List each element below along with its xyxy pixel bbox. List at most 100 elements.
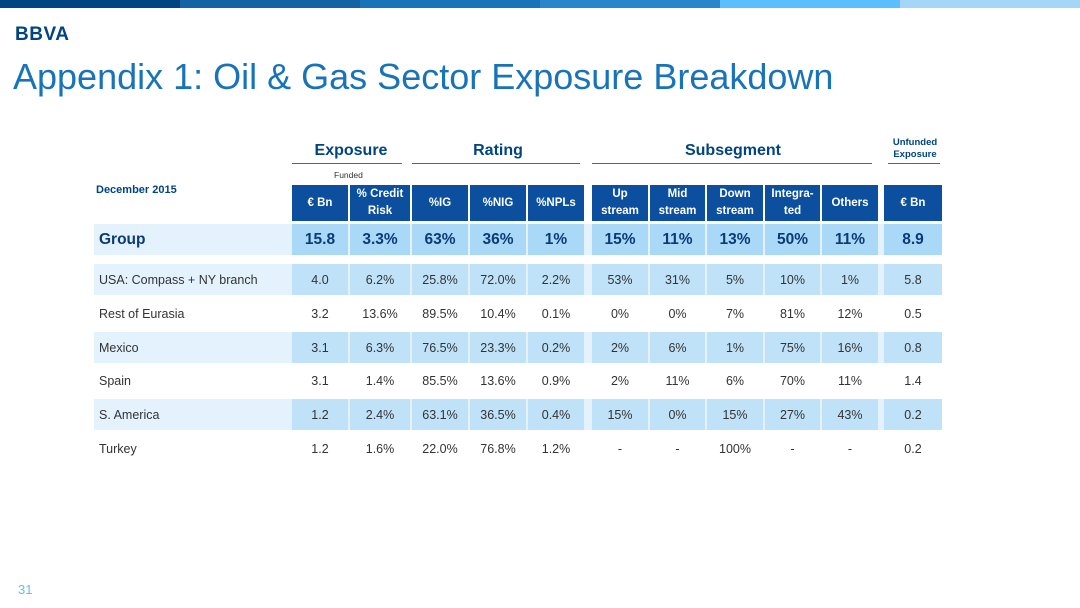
table-cell: 27% xyxy=(765,399,820,430)
table-cell: 1.2 xyxy=(292,399,348,430)
bbva-logo: BBVA xyxy=(15,24,70,45)
table-cell: 1.2 xyxy=(311,441,329,456)
table-cell: 6% xyxy=(725,373,745,388)
column-header-line1: Up xyxy=(612,188,628,200)
table-cell: 89.5% xyxy=(422,306,458,321)
table-cell: 1.2% xyxy=(541,441,571,456)
table-cell: 10.4% xyxy=(480,306,516,321)
table-cell: - xyxy=(675,441,680,456)
column-header-line2: ted xyxy=(783,205,802,217)
funded-label: Funded xyxy=(334,170,363,180)
table-cell: 0.5 xyxy=(904,306,922,321)
table-cell: 0% xyxy=(610,306,630,321)
table-cell: 76.8% xyxy=(480,441,516,456)
unfunded-rule xyxy=(888,163,940,164)
column-header: € Bn xyxy=(884,185,942,221)
column-header-line1: % Credit xyxy=(356,188,404,200)
top-bar-segment xyxy=(540,0,720,8)
table-cell: 3.2 xyxy=(311,306,329,321)
row-label: S. America xyxy=(99,407,160,422)
column-header-line1: %IG xyxy=(428,196,452,209)
table-cell: 0.4% xyxy=(528,399,584,430)
row-label: Mexico xyxy=(99,340,139,355)
table-cell: 4.0 xyxy=(292,264,348,295)
table-cell: 72.0% xyxy=(470,264,526,295)
table-cell: 16% xyxy=(822,332,878,363)
row-label: Rest of Eurasia xyxy=(99,306,185,321)
table-cell: 2% xyxy=(592,332,648,363)
table-cell: 0% xyxy=(650,399,705,430)
table-cell: 11% xyxy=(837,373,863,388)
table-cell: 36% xyxy=(470,224,526,255)
table-cell: 12% xyxy=(837,306,863,321)
table-cell: 7% xyxy=(725,306,745,321)
table-cell: 3.1 xyxy=(292,332,348,363)
table-cell: 5% xyxy=(707,264,763,295)
table-cell: - xyxy=(790,441,795,456)
table-cell: 2.4% xyxy=(350,399,410,430)
table-cell: 2% xyxy=(610,373,630,388)
group-header-exposure: Exposure xyxy=(314,142,388,159)
table-cell: 11% xyxy=(650,224,705,255)
table-cell: 5.8 xyxy=(884,264,942,295)
table-cell: 0.2% xyxy=(528,332,584,363)
table-cell: 53% xyxy=(592,264,648,295)
table-cell: 0% xyxy=(668,306,687,321)
column-header-line2: stream xyxy=(601,205,639,217)
column-header-line1: %NIG xyxy=(482,196,514,209)
table-cell: 11% xyxy=(665,373,690,388)
table-cell: 0.2 xyxy=(904,441,922,456)
table-cell: 0.9% xyxy=(541,373,571,388)
subsegment-rule xyxy=(592,163,872,164)
table-cell: 36.5% xyxy=(470,399,526,430)
table-cell: 1.4% xyxy=(365,373,395,388)
column-header: € Bn xyxy=(292,185,348,221)
table-cell: 13% xyxy=(707,224,763,255)
column-header: %IG xyxy=(412,185,468,221)
table-cell: 3.3% xyxy=(350,224,410,255)
column-header-line1: € Bn xyxy=(900,196,926,209)
table-cell: 1% xyxy=(707,332,763,363)
table-cell: 23.3% xyxy=(470,332,526,363)
row-label: Group xyxy=(99,230,146,248)
column-header-line1: Others xyxy=(831,196,869,209)
table-cell: 76.5% xyxy=(412,332,468,363)
table-cell: 100% xyxy=(719,441,751,456)
table-cell: 63% xyxy=(412,224,468,255)
date-label: December 2015 xyxy=(96,184,177,196)
top-bar-segment xyxy=(360,0,540,8)
column-header: Others xyxy=(822,185,878,221)
exposure-rule xyxy=(292,163,402,164)
table-cell: 6% xyxy=(650,332,705,363)
table-cell: - xyxy=(847,441,853,456)
table-cell: 85.5% xyxy=(422,373,458,388)
table-cell: 8.9 xyxy=(884,224,942,255)
table-cell: 15% xyxy=(592,399,648,430)
table-cell: 1% xyxy=(528,224,584,255)
column-header-line2: stream xyxy=(716,205,754,217)
table-cell: 1.4 xyxy=(904,373,922,388)
table-cell: 13.6% xyxy=(480,373,516,388)
column-header-line1: Integra- xyxy=(771,188,814,200)
column-header: Up stream xyxy=(592,185,648,221)
table-cell: 13.6% xyxy=(362,306,398,321)
table-cell: 1.6% xyxy=(365,441,395,456)
top-bar-segment xyxy=(0,0,180,8)
row-label: Turkey xyxy=(99,441,137,456)
table-cell: 1% xyxy=(822,264,878,295)
row-label: Spain xyxy=(99,373,131,388)
column-header-line1: € Bn xyxy=(307,196,333,209)
top-color-bar xyxy=(0,0,1080,8)
top-bar-segment xyxy=(900,0,1080,8)
column-header: Mid stream xyxy=(650,185,705,221)
table-cell: 0.2 xyxy=(884,399,942,430)
column-header: %NIG xyxy=(470,185,526,221)
table-cell: 15% xyxy=(707,399,763,430)
table-cell: 25.8% xyxy=(412,264,468,295)
page-number: 31 xyxy=(18,582,33,597)
table-cell: 2.2% xyxy=(528,264,584,295)
group-header-subsegment: Subsegment xyxy=(684,142,781,159)
table-cell: 15.8 xyxy=(292,224,348,255)
group-header-unfunded-line1: Unfunded xyxy=(892,137,938,148)
table-cell: 70% xyxy=(779,373,806,388)
